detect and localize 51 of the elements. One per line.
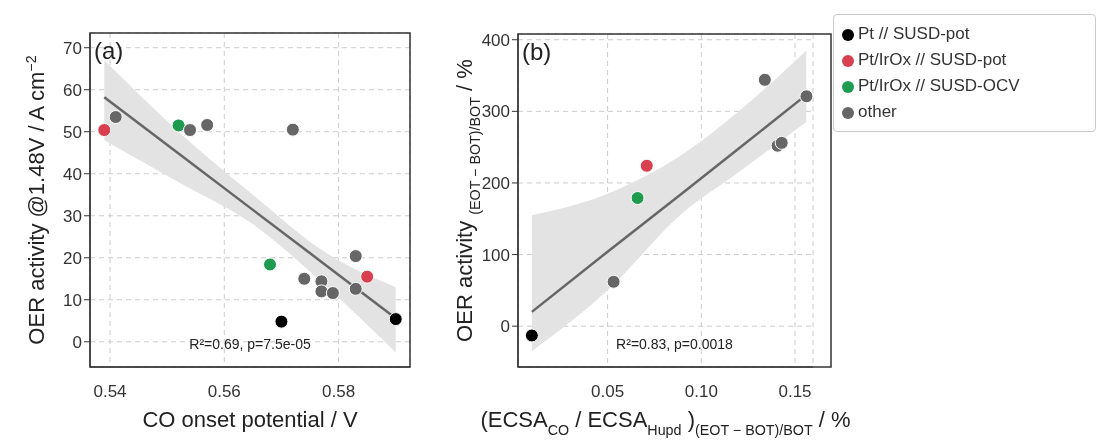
point [774, 135, 789, 150]
y-tick-label: 0 [72, 332, 82, 352]
point [388, 312, 403, 327]
legend-label: other [858, 102, 897, 121]
x-tick-label: 0.56 [207, 382, 241, 402]
y-tick-label: 70 [63, 38, 82, 58]
legend-label: Pt // SUSD-pot [858, 24, 970, 43]
legend-label: Pt/IrOx // SUSD-pot [858, 50, 1007, 69]
y-tick-label: 300 [481, 102, 510, 122]
point [348, 249, 363, 264]
y-tick-label: 200 [481, 173, 510, 193]
x-axis-title: CO onset potential / V [142, 407, 358, 432]
y-tick-label: 400 [481, 30, 510, 50]
point [171, 118, 186, 133]
point [314, 284, 329, 299]
annotation: (b) [522, 38, 552, 65]
point [757, 72, 772, 87]
annotation: R²=0.69, p=7.5e-05 [189, 336, 311, 352]
point [285, 122, 300, 137]
x-tick-label: 0.15 [778, 382, 812, 402]
point [606, 274, 621, 289]
point [297, 271, 312, 286]
annotation: (a) [94, 37, 124, 64]
y-tick-label: 0 [500, 317, 510, 337]
point [108, 110, 123, 125]
point [799, 89, 813, 104]
point [97, 123, 112, 138]
point [630, 190, 645, 205]
y-tick-label: 10 [63, 290, 82, 310]
x-tick-label: 0.10 [684, 382, 718, 402]
point [524, 328, 539, 343]
point [263, 257, 277, 272]
y-tick-label: 100 [481, 245, 510, 265]
x-tick-label: 0.05 [591, 382, 625, 402]
point [200, 118, 215, 133]
point [325, 286, 340, 301]
legend-label: Pt/IrOx // SUSD-OCV [858, 76, 1020, 95]
y-tick-label: 60 [63, 80, 82, 100]
y-tick-label: 50 [63, 122, 82, 142]
point [274, 314, 289, 329]
point [639, 158, 654, 173]
x-axis-title: (ECSA$_{CO}$ / ECSA$_{Hupd}$)$_{(EOT − BOT)/BOT}$ / % [480, 407, 851, 438]
annotation: R²=0.83, p=0.0018 [616, 336, 734, 352]
point [348, 281, 363, 296]
point [183, 123, 197, 138]
x-tick-label: 0.54 [93, 382, 127, 402]
point [360, 269, 375, 284]
y-tick-label: 30 [63, 206, 82, 226]
y-tick-label: 40 [63, 164, 82, 184]
y-tick-label: 20 [63, 248, 82, 268]
x-tick-label: 0.58 [322, 382, 356, 402]
